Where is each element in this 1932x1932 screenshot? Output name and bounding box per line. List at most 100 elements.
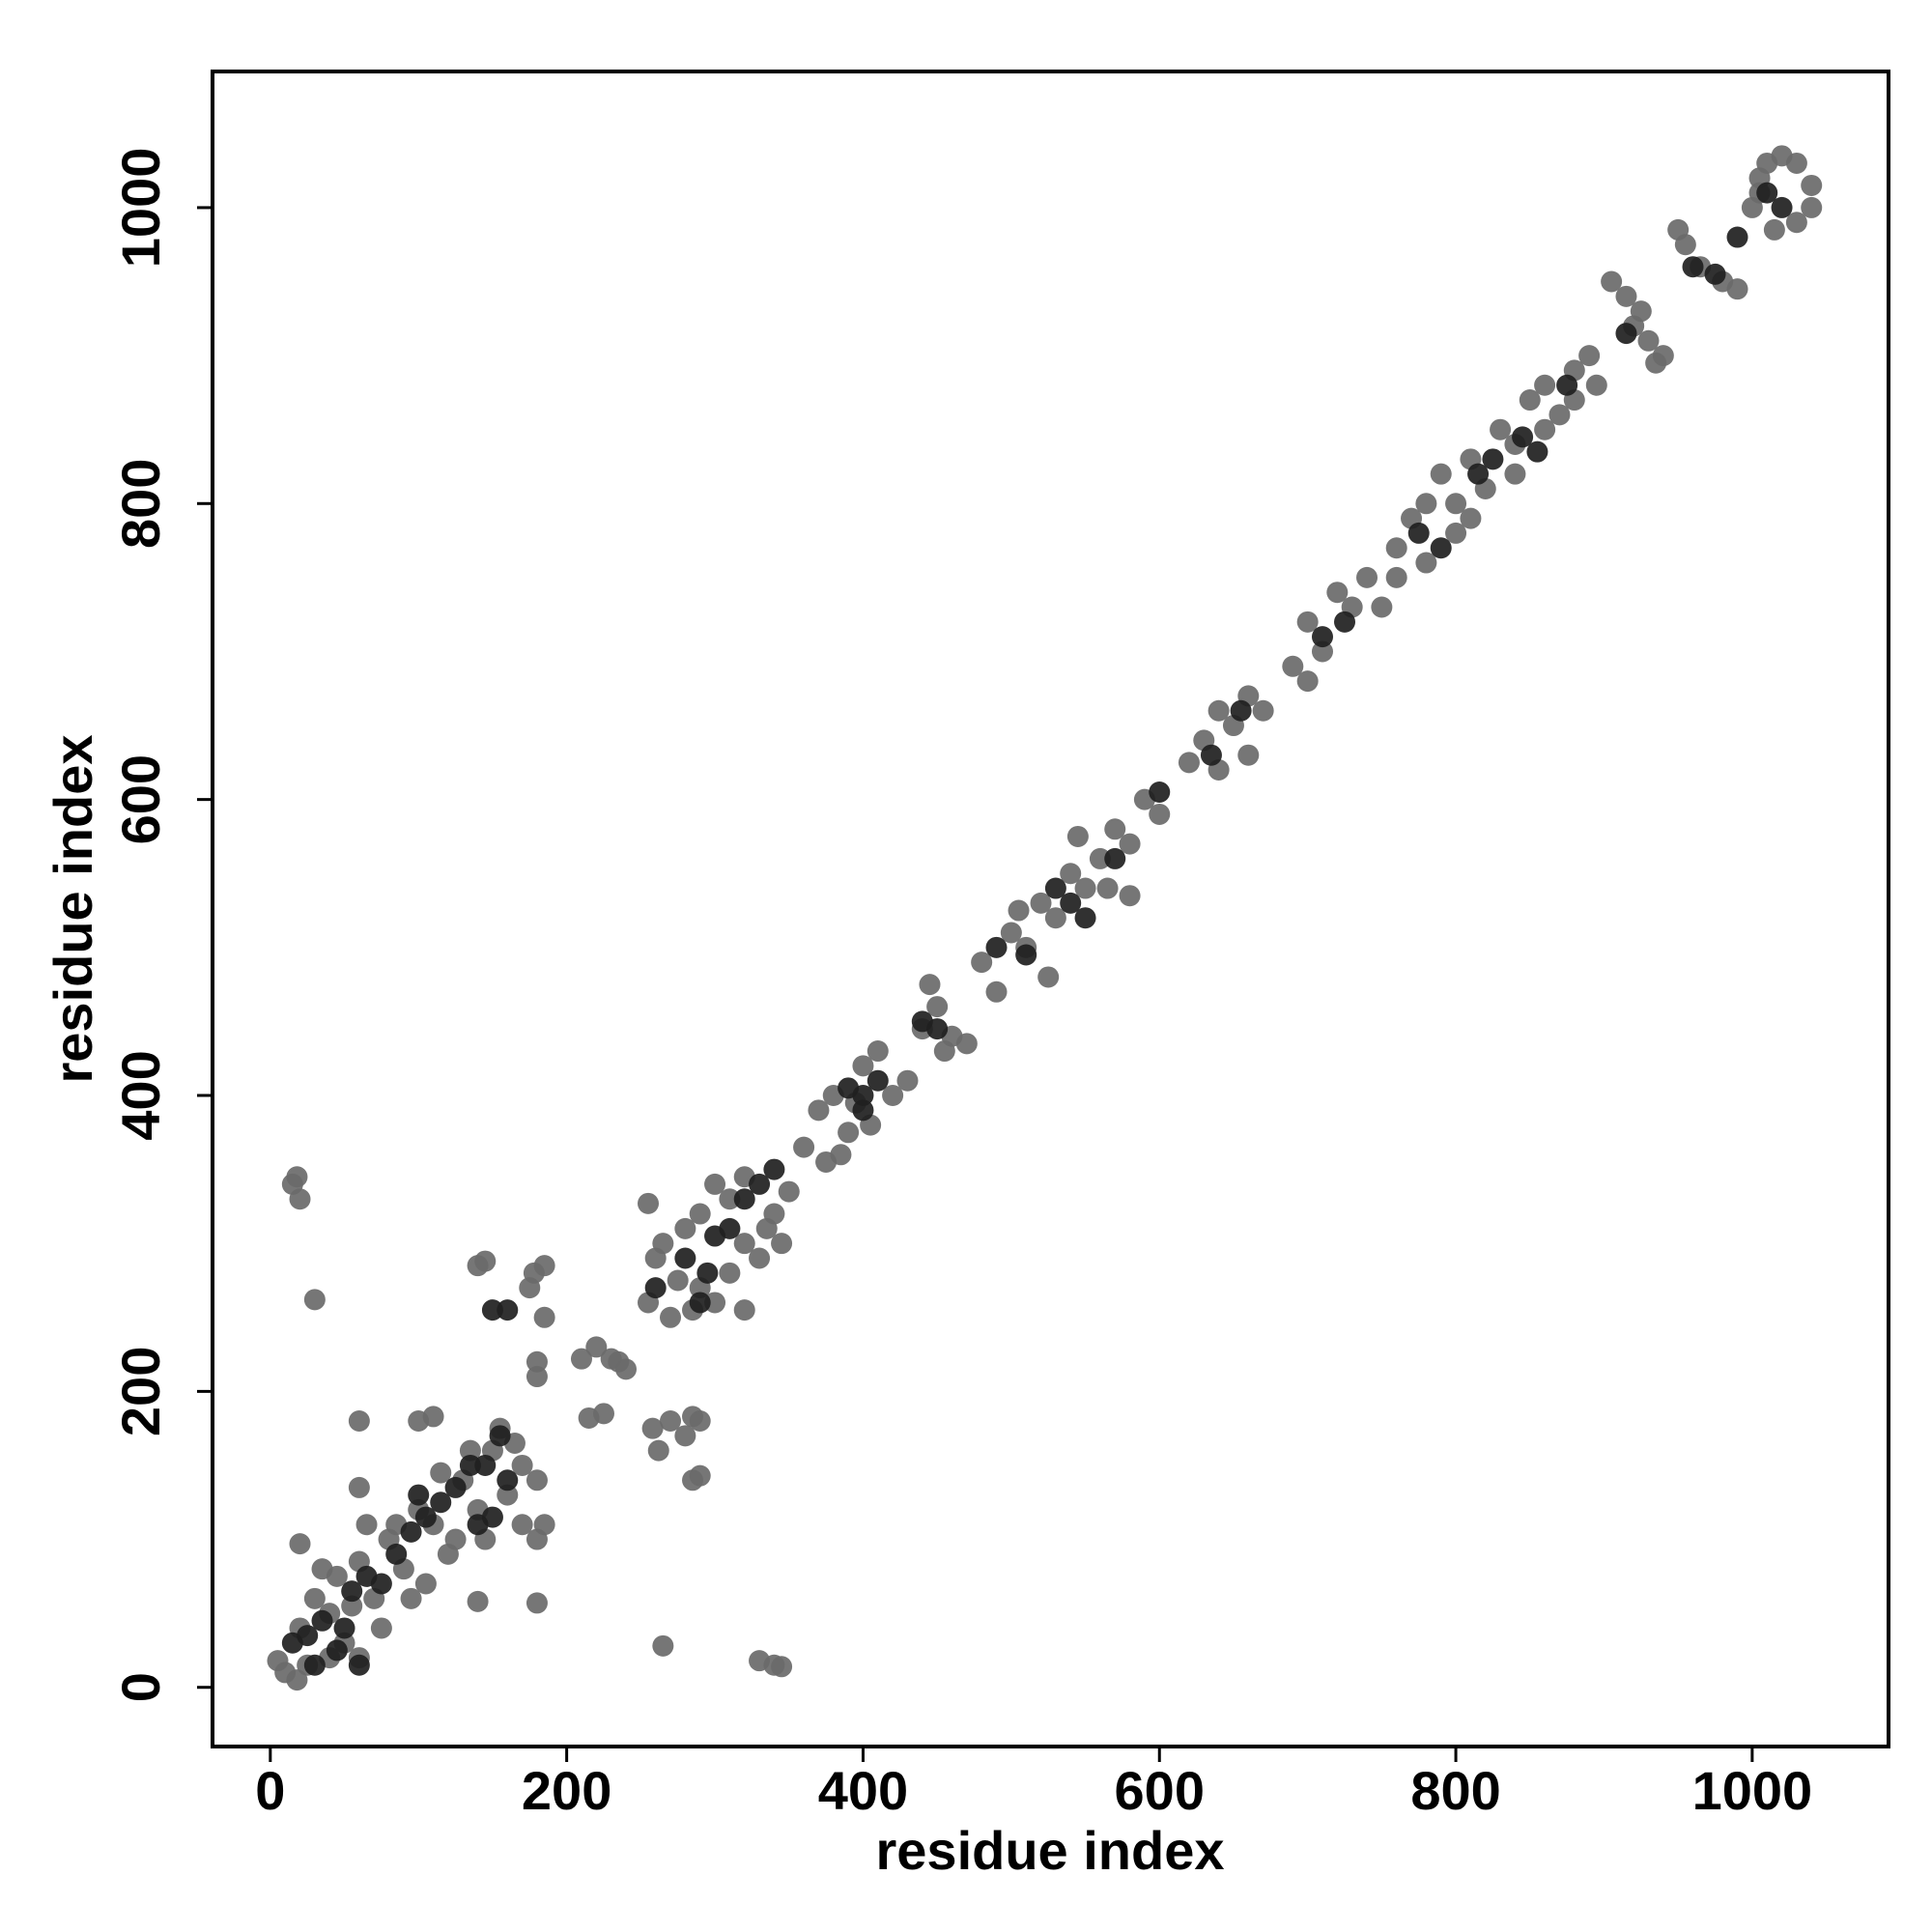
point [1415, 552, 1437, 574]
point [1771, 196, 1793, 218]
point [303, 1654, 326, 1676]
point [719, 1217, 741, 1239]
x-tick-label: 400 [818, 1760, 908, 1821]
point [1682, 256, 1704, 278]
point [400, 1520, 422, 1543]
point [1044, 907, 1066, 929]
point [867, 1040, 889, 1063]
plot-frame [211, 70, 1890, 1748]
point [652, 1233, 674, 1255]
point [1044, 877, 1066, 899]
point [1037, 966, 1060, 988]
point [467, 1590, 489, 1612]
point [1601, 270, 1623, 293]
point [444, 1528, 467, 1550]
point [1008, 899, 1030, 922]
point [1104, 847, 1126, 869]
point [289, 1533, 311, 1555]
point [1385, 537, 1407, 559]
point [526, 1469, 548, 1492]
point [1756, 182, 1778, 204]
point [1311, 626, 1333, 648]
point [852, 1099, 874, 1122]
y-tick-label: 600 [110, 754, 171, 844]
point [1578, 345, 1601, 367]
point [1585, 374, 1607, 396]
point [749, 1173, 771, 1195]
point [696, 1262, 719, 1284]
point [1460, 507, 1482, 529]
point [704, 1173, 726, 1195]
point [1467, 463, 1490, 485]
point [838, 1122, 860, 1144]
point [422, 1406, 444, 1428]
point [971, 952, 993, 974]
point [1526, 440, 1548, 463]
point [474, 1454, 497, 1476]
point [1104, 818, 1126, 840]
point [1512, 426, 1534, 448]
point [896, 1069, 919, 1092]
point [689, 1410, 711, 1433]
point [533, 1306, 555, 1328]
point [355, 1514, 378, 1536]
point [303, 1289, 326, 1311]
point [1326, 582, 1349, 604]
x-tick-label: 200 [522, 1760, 611, 1821]
point [755, 1217, 778, 1239]
point [733, 1233, 755, 1255]
point [1385, 566, 1407, 588]
point [919, 974, 941, 996]
point [1615, 323, 1637, 345]
point [1415, 493, 1437, 515]
x-tick-label: 600 [1115, 1760, 1205, 1821]
point [1230, 699, 1252, 722]
point [311, 1558, 333, 1580]
point [733, 1299, 755, 1321]
point [526, 1592, 548, 1614]
point [1149, 781, 1171, 803]
point [1208, 699, 1230, 722]
point [1000, 922, 1022, 944]
point [333, 1617, 355, 1639]
point [882, 1085, 904, 1107]
point [647, 1439, 669, 1462]
point [570, 1348, 592, 1370]
point [348, 1410, 370, 1433]
point [1726, 278, 1748, 300]
point [955, 1033, 978, 1055]
point [297, 1625, 319, 1647]
point [667, 1269, 689, 1292]
point [497, 1469, 519, 1492]
point [1801, 196, 1823, 218]
point [749, 1247, 771, 1269]
point [763, 1158, 785, 1180]
point [370, 1617, 392, 1639]
point [1645, 352, 1667, 374]
point [341, 1580, 363, 1603]
x-tick-label: 1000 [1692, 1760, 1813, 1821]
point [674, 1247, 696, 1269]
point [1311, 640, 1333, 663]
point [1089, 847, 1111, 869]
point [1252, 699, 1274, 722]
point [1074, 877, 1096, 899]
point [459, 1439, 481, 1462]
point [286, 1669, 308, 1691]
point [1504, 463, 1526, 485]
point [1785, 152, 1807, 174]
point [644, 1277, 667, 1299]
point [1519, 389, 1541, 412]
point [1637, 329, 1660, 352]
point [1096, 877, 1119, 899]
point [1801, 174, 1823, 196]
point [311, 1609, 333, 1632]
point [1630, 300, 1652, 323]
point [489, 1425, 511, 1447]
point [1407, 522, 1430, 544]
point [808, 1099, 830, 1122]
point [1074, 907, 1096, 929]
point [1237, 744, 1260, 766]
point [585, 1336, 608, 1358]
